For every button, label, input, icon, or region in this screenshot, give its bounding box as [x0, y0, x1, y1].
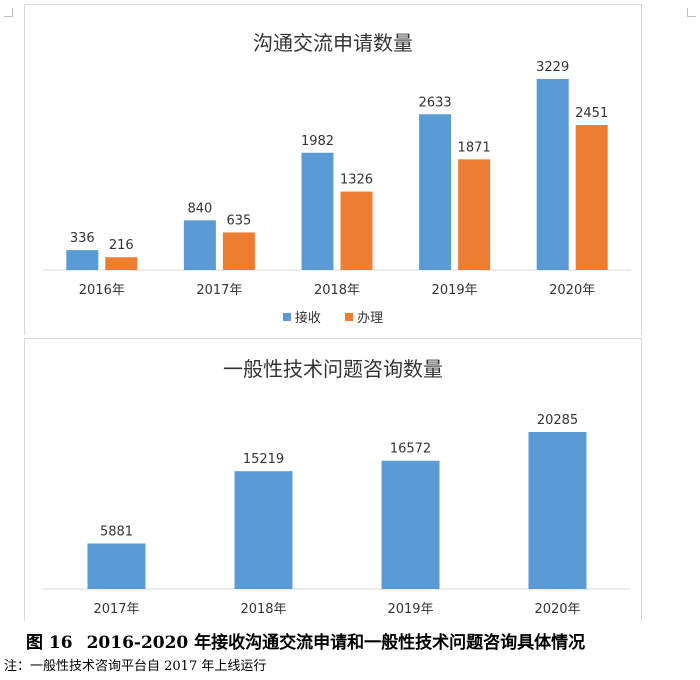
bar — [87, 543, 146, 589]
bar — [183, 220, 216, 270]
corner-mark-right — [687, 8, 696, 17]
chart-legend: 接收 办理 — [25, 307, 641, 326]
data-label: 3229 — [536, 60, 569, 75]
figure-caption: 图 16 2016-2020 年接收沟通交流申请和一般性技术问题咨询具体情况 — [26, 628, 585, 653]
legend-label-receive: 接收 — [294, 311, 321, 326]
data-label: 20285 — [537, 413, 578, 428]
x-tick-label: 2018年 — [240, 602, 286, 617]
chart-title-communication: 沟通交流申请数量 — [253, 31, 413, 55]
bar — [458, 159, 491, 270]
data-label: 216 — [109, 238, 134, 253]
corner-mark-left — [4, 8, 13, 17]
data-label: 2633 — [419, 95, 452, 110]
x-tick-label: 2017年 — [93, 602, 139, 617]
x-tick-label: 2016年 — [79, 283, 125, 298]
bar — [301, 152, 334, 270]
bar — [419, 114, 452, 270]
bar — [222, 232, 255, 270]
legend-item-handle: 办理 — [345, 307, 383, 326]
x-tick-label: 2019年 — [432, 283, 478, 298]
data-label: 2451 — [575, 106, 608, 121]
legend-swatch-receive — [282, 312, 291, 321]
data-label: 336 — [70, 231, 95, 246]
bar — [66, 250, 99, 270]
legend-item-receive: 接收 — [282, 307, 321, 326]
x-tick-label: 2017年 — [196, 283, 242, 298]
bar — [381, 460, 440, 589]
bar — [536, 79, 569, 270]
x-tick-label: 2019年 — [387, 602, 433, 617]
data-label: 5881 — [100, 524, 133, 539]
data-label: 1871 — [458, 140, 491, 155]
legend-label-handle: 办理 — [357, 311, 384, 326]
legend-swatch-handle — [345, 312, 354, 321]
bar — [575, 125, 608, 270]
data-label: 840 — [187, 201, 212, 216]
chart-panel-consultation: 一般性技术问题咨询数量 2017年 5881 2018年 15219 2019年 1657… — [24, 338, 642, 621]
figure-label: 图 16 — [26, 633, 73, 653]
figure-caption-text: 2016-2020 年接收沟通交流申请和一般性技术问题咨询具体情况 — [86, 633, 586, 653]
chart-consultation: 2017年 5881 2018年 15219 2019年 16572 2020年 20285 — [43, 413, 631, 617]
data-label: 1326 — [340, 173, 373, 188]
chart-panel-communication: 沟通交流申请数量 2016年 336 216 2017年 840 635 2018年 1982… — [24, 4, 642, 335]
data-label: 16572 — [390, 442, 431, 457]
figure-note: 注：一般性技术咨询平台自 2017 年上线运行 — [4, 659, 267, 674]
bar — [105, 257, 138, 270]
bar — [234, 471, 293, 589]
chart-title-consultation: 一般性技术问题咨询数量 — [223, 357, 443, 381]
bar — [528, 432, 587, 589]
chart-communication: 2016年 336 216 2017年 840 635 2018年 1982 1326 2019年… — [43, 60, 631, 298]
data-label: 635 — [226, 213, 251, 228]
x-tick-label: 2020年 — [534, 602, 580, 617]
data-label: 15219 — [243, 452, 284, 467]
x-tick-label: 2020年 — [549, 283, 595, 298]
data-label: 1982 — [301, 134, 334, 149]
bar — [340, 191, 373, 270]
x-tick-label: 2018年 — [314, 283, 360, 298]
